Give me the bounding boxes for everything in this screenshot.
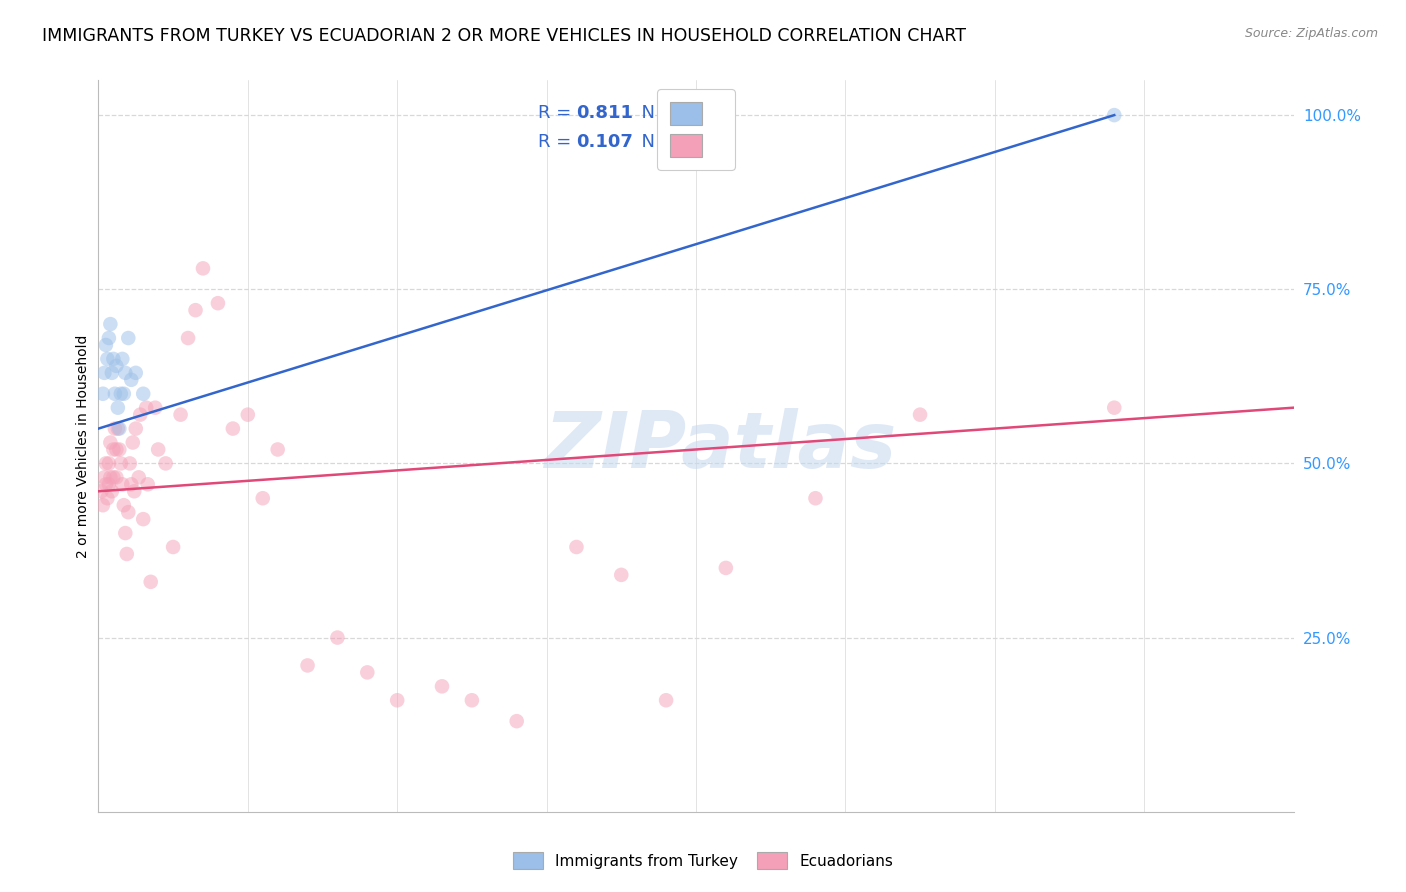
Point: [120, 373, 142, 387]
Point: [1104, 401, 1126, 415]
Point: [114, 366, 136, 380]
Point: [94, 338, 117, 352]
Point: [107, 401, 129, 415]
Point: [297, 658, 319, 673]
Point: [121, 435, 143, 450]
Point: [110, 386, 132, 401]
Point: [90, 484, 112, 499]
Point: [105, 359, 128, 373]
Point: [565, 540, 588, 554]
Point: [135, 401, 157, 415]
Point: [112, 498, 135, 512]
Point: [103, 351, 125, 366]
Point: [96, 351, 118, 366]
Text: Source: ZipAtlas.com: Source: ZipAtlas.com: [1244, 27, 1378, 40]
Point: [326, 631, 349, 645]
Point: [91, 386, 114, 401]
Point: [117, 505, 139, 519]
Point: [112, 386, 135, 401]
Point: [143, 401, 166, 415]
Point: [104, 421, 127, 435]
Point: [162, 540, 184, 554]
Point: [105, 470, 128, 484]
Text: 62: 62: [672, 134, 697, 152]
Point: [105, 442, 128, 457]
Point: [1104, 108, 1126, 122]
Point: [236, 408, 259, 422]
Point: [114, 526, 136, 541]
Point: [155, 457, 177, 471]
Point: [430, 679, 453, 693]
Text: 0.811: 0.811: [576, 104, 634, 122]
Text: R =: R =: [538, 134, 578, 152]
Text: 0.107: 0.107: [576, 134, 633, 152]
Point: [111, 351, 134, 366]
Point: [101, 484, 124, 499]
Point: [107, 421, 129, 435]
Point: [91, 498, 114, 512]
Point: [125, 421, 148, 435]
Point: [267, 442, 290, 457]
Point: [461, 693, 484, 707]
Point: [124, 484, 146, 499]
Point: [610, 567, 633, 582]
Point: [94, 477, 117, 491]
Point: [655, 693, 678, 707]
Point: [108, 421, 131, 435]
Point: [804, 491, 827, 506]
Point: [97, 331, 120, 345]
Text: 21: 21: [672, 104, 697, 122]
Text: N =: N =: [630, 104, 682, 122]
Point: [94, 457, 117, 471]
Point: [169, 408, 191, 422]
Point: [207, 296, 229, 310]
Point: [108, 442, 131, 457]
Point: [120, 477, 142, 491]
Text: N =: N =: [630, 134, 682, 152]
Y-axis label: 2 or more Vehicles in Household: 2 or more Vehicles in Household: [76, 334, 90, 558]
Point: [129, 408, 152, 422]
Point: [93, 470, 115, 484]
Point: [714, 561, 737, 575]
Point: [115, 547, 138, 561]
Text: ZIPatlas: ZIPatlas: [544, 408, 896, 484]
Legend: Immigrants from Turkey, Ecuadorians: Immigrants from Turkey, Ecuadorians: [506, 846, 900, 875]
Point: [110, 457, 132, 471]
Point: [111, 477, 134, 491]
Point: [97, 457, 120, 471]
Point: [132, 512, 155, 526]
Point: [103, 470, 125, 484]
Point: [139, 574, 162, 589]
Point: [252, 491, 274, 506]
Point: [148, 442, 170, 457]
Point: [96, 491, 118, 506]
Point: [177, 331, 200, 345]
Point: [98, 470, 122, 484]
Point: [128, 470, 150, 484]
Point: [98, 317, 122, 331]
Point: [93, 366, 115, 380]
Point: [132, 386, 155, 401]
Point: [222, 421, 245, 435]
Point: [356, 665, 378, 680]
Text: R =: R =: [538, 104, 578, 122]
Point: [117, 331, 139, 345]
Point: [136, 477, 159, 491]
Point: [908, 408, 931, 422]
Text: IMMIGRANTS FROM TURKEY VS ECUADORIAN 2 OR MORE VEHICLES IN HOUSEHOLD CORRELATION: IMMIGRANTS FROM TURKEY VS ECUADORIAN 2 O…: [42, 27, 966, 45]
Point: [191, 261, 214, 276]
Point: [125, 366, 148, 380]
Point: [101, 366, 124, 380]
Point: [118, 457, 141, 471]
Point: [97, 477, 120, 491]
Point: [385, 693, 409, 707]
Point: [104, 386, 127, 401]
Point: [506, 714, 529, 728]
Point: [103, 442, 125, 457]
Point: [184, 303, 207, 318]
Legend:  ,  : ,: [657, 89, 735, 170]
Point: [98, 435, 122, 450]
